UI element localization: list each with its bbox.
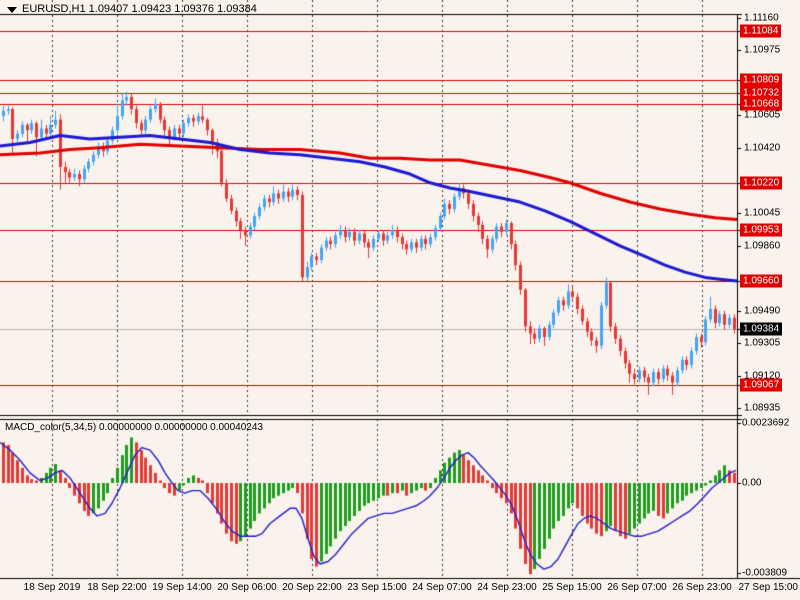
- price-down-triangle-icon: [7, 7, 17, 13]
- price-tick-label: 1.09305: [744, 337, 781, 349]
- price-level-badge: 1.10732: [740, 86, 783, 100]
- time-axis-label: 24 Sep 07:00: [412, 582, 472, 593]
- price-tick-label: 1.09860: [744, 240, 781, 252]
- price-level-badge: 1.11084: [740, 24, 782, 38]
- price-tick-label: 1.11160: [744, 12, 779, 24]
- macd-indicator-label: MACD_color(5,34,5) 0.00000000 0.00000000…: [5, 422, 263, 433]
- price-tick-label: 1.09120: [744, 370, 781, 382]
- macd-tick-label: -0.003809: [742, 567, 788, 579]
- price-level-badge: 1.09953: [740, 223, 783, 237]
- time-axis-label: 20 Sep 22:00: [282, 582, 342, 593]
- time-axis-label: 18 Sep 2019: [23, 582, 81, 593]
- time-axis-label: 26 Sep 07:00: [607, 582, 667, 593]
- time-axis-label: 24 Sep 23:00: [477, 582, 537, 593]
- price-level-badge: 1.10668: [740, 97, 783, 111]
- macd-tick-label: 0.00: [742, 477, 762, 489]
- time-axis-label: 23 Sep 15:00: [347, 582, 407, 593]
- price-level-badge: 1.09660: [740, 274, 783, 288]
- price-level-badge: 1.10220: [740, 176, 783, 190]
- time-axis-label: 25 Sep 15:00: [542, 582, 602, 593]
- price-tick-label: 1.10045: [744, 207, 781, 219]
- chart-symbol-period: EURUSD,H1: [22, 3, 86, 15]
- chart-ohlc-readout: 1.09407 1.09423 1.09376 1.09384: [88, 3, 257, 15]
- current-price-badge: 1.09384: [740, 322, 783, 336]
- price-tick-label: 1.10420: [744, 142, 781, 154]
- price-tick-label: 1.10605: [744, 109, 781, 121]
- price-level-badge: 1.09067: [740, 378, 783, 392]
- macd-tick-label: 0.0023692: [742, 417, 790, 429]
- macd-indicator-name: MACD_color(5,34,5): [5, 422, 97, 433]
- price-tick-label: 1.10975: [744, 44, 781, 56]
- time-axis-label: 26 Sep 23:00: [672, 582, 732, 593]
- price-tick-label: 1.08935: [744, 402, 781, 414]
- time-axis-label: 27 Sep 15:00: [738, 582, 799, 593]
- chart-title: EURUSD,H1 1.09407 1.09423 1.09376 1.0938…: [22, 3, 257, 15]
- price-level-badge: 1.10809: [740, 73, 783, 87]
- macd-indicator-values: 0.00000000 0.00000000 0.00040243: [98, 422, 263, 433]
- price-tick-label: 1.09490: [744, 305, 781, 317]
- time-axis-label: 20 Sep 06:00: [217, 582, 277, 593]
- time-axis-label: 18 Sep 22:00: [87, 582, 147, 593]
- time-axis-label: 19 Sep 14:00: [152, 582, 212, 593]
